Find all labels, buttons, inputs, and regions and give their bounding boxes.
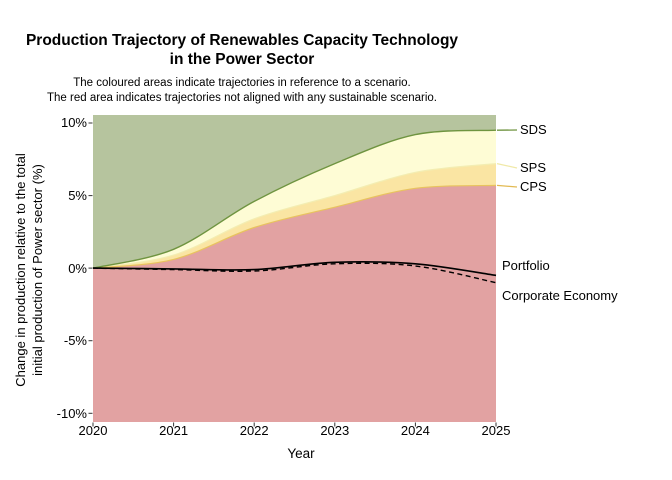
cps-boundary-line: [92, 184, 497, 269]
x-axis-tick-labels: 2020 2021 2022 2023 2024 2025: [0, 424, 672, 440]
x-axis-title: Year: [287, 446, 315, 461]
corporate-economy-label: Corporate Economy: [502, 288, 618, 303]
sds-label: SDS: [520, 122, 547, 137]
sps-leader-line: [496, 162, 518, 169]
chart-subtitle-line2: The red area indicates trajectories not …: [47, 91, 437, 104]
portfolio-line: [92, 261, 497, 277]
cps-leader-line: [496, 184, 518, 188]
cps-label: CPS: [520, 179, 547, 194]
y-tick-label: 5%: [68, 188, 87, 204]
x-tick-label: 2022: [239, 423, 269, 438]
y-tick-label: 0%: [68, 260, 87, 276]
chart-subtitle-line1: The coloured areas indicate trajectories…: [73, 77, 411, 89]
x-tick-label: 2024: [400, 423, 430, 438]
x-tick-label: 2021: [159, 423, 189, 438]
sds-area: [93, 115, 496, 269]
y-axis-tick-labels: 10% 5% 0% -5% -10%: [40, 0, 87, 480]
x-tick-label: 2025: [481, 423, 511, 438]
cps-area: [93, 163, 496, 269]
chart-title-line1: Production Trajectory of Renewables Capa…: [25, 32, 459, 49]
not-aligned-area: [93, 185, 496, 422]
sps-boundary-line: [92, 163, 497, 269]
y-tick-label: 10%: [60, 115, 87, 131]
y-tick-label: -10%: [56, 405, 87, 421]
sps-area: [93, 130, 496, 269]
x-tick-label: 2020: [78, 423, 108, 438]
x-tick-label: 2023: [320, 423, 350, 438]
corporate-economy-line: [92, 262, 497, 284]
portfolio-label: Portfolio: [502, 258, 550, 273]
chart-title-line2: in the Power Sector: [169, 51, 315, 68]
sds-boundary-line: [92, 129, 497, 269]
sps-label: SPS: [520, 160, 547, 175]
y-tick-label: -5%: [63, 333, 87, 349]
